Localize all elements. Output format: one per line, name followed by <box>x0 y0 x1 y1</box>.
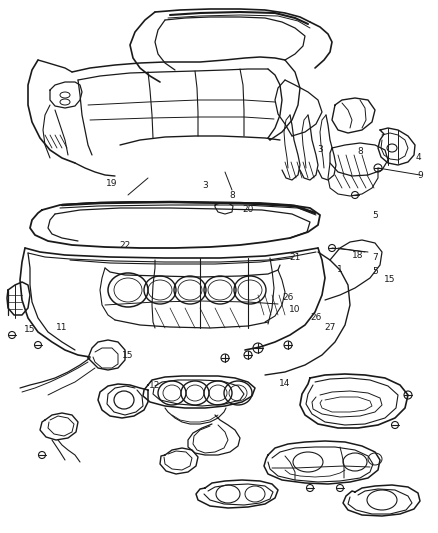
Text: 20: 20 <box>242 206 254 214</box>
Text: 9: 9 <box>417 171 423 180</box>
Text: 21: 21 <box>290 254 301 262</box>
Text: 3: 3 <box>202 182 208 190</box>
Text: 14: 14 <box>279 378 291 387</box>
Text: 27: 27 <box>324 324 336 333</box>
Text: 1: 1 <box>337 265 343 274</box>
Text: 22: 22 <box>120 240 131 249</box>
Text: 5: 5 <box>372 268 378 277</box>
Text: 4: 4 <box>415 154 421 163</box>
Text: 8: 8 <box>229 191 235 200</box>
Text: 19: 19 <box>106 179 118 188</box>
Text: 5: 5 <box>372 211 378 220</box>
Text: 3: 3 <box>317 146 323 155</box>
Text: 8: 8 <box>357 148 363 157</box>
Text: 7: 7 <box>372 254 378 262</box>
Text: 10: 10 <box>289 305 301 314</box>
Text: 11: 11 <box>56 324 68 333</box>
Text: 18: 18 <box>352 251 364 260</box>
Text: 15: 15 <box>384 276 396 285</box>
Text: 26: 26 <box>310 313 321 322</box>
Text: 15: 15 <box>122 351 134 359</box>
Text: 26: 26 <box>283 294 294 303</box>
Text: 15: 15 <box>24 326 36 335</box>
Text: 12: 12 <box>149 381 161 390</box>
